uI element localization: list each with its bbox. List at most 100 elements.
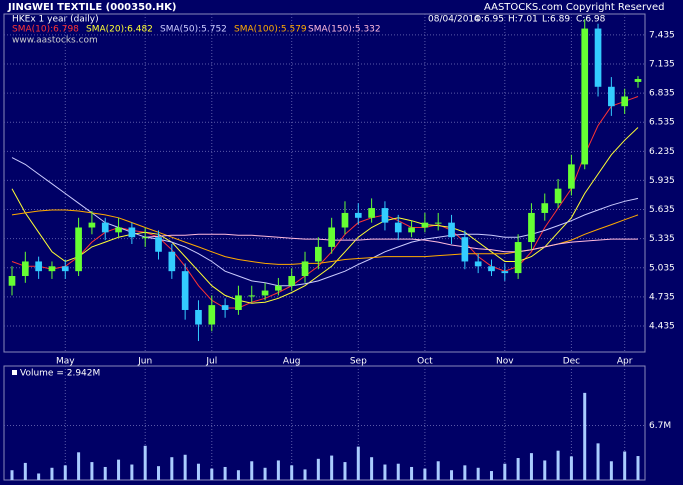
candle-body xyxy=(181,271,189,310)
y-tick-label: 5.935 xyxy=(649,176,675,186)
candle-body xyxy=(235,295,242,310)
candle-body xyxy=(261,290,269,296)
candle-body xyxy=(35,261,42,272)
volume-bar xyxy=(529,453,533,480)
quote-open: O:6.95 xyxy=(474,15,504,25)
x-tick-label: May xyxy=(56,357,75,367)
candle-body xyxy=(488,266,495,272)
volume-legend-swatch xyxy=(12,370,17,375)
sma-line xyxy=(11,157,639,287)
quote-low: L:6.89 xyxy=(542,15,570,25)
candle-body xyxy=(208,305,216,325)
volume-bar xyxy=(343,462,347,480)
candle-body xyxy=(394,222,402,233)
candle-body xyxy=(368,208,375,218)
x-tick-label: Oct xyxy=(417,357,433,367)
volume-bar xyxy=(330,455,334,480)
y-tick-label: 5.035 xyxy=(649,263,675,273)
volume-bar xyxy=(623,451,627,480)
candle-body xyxy=(288,276,296,286)
candle-body xyxy=(421,222,429,228)
candle-body xyxy=(115,227,122,233)
volume-bar xyxy=(157,466,161,480)
volume-bar xyxy=(236,470,240,480)
y-tick-label: 4.735 xyxy=(649,292,675,302)
candle-body xyxy=(275,285,282,291)
candle-body xyxy=(568,164,575,189)
candle-body xyxy=(248,295,256,297)
y-tick-label: 5.335 xyxy=(649,234,675,244)
candle-body xyxy=(141,237,149,239)
volume-bar xyxy=(543,460,547,480)
legend-label: SMA(50):5.752 xyxy=(160,25,227,35)
x-tick-label: Nov xyxy=(496,357,514,367)
candle-body xyxy=(168,251,176,272)
price-panel xyxy=(3,13,646,353)
subtitle: HKEx 1 year (daily) xyxy=(12,15,99,25)
candle-body xyxy=(195,309,202,325)
candle-body xyxy=(8,276,16,286)
candle-body xyxy=(48,266,56,272)
legend-label: SMA(20):6.482 xyxy=(86,25,153,35)
volume-bar xyxy=(210,468,214,480)
x-tick-label: Jun xyxy=(137,357,152,367)
candle-body xyxy=(474,261,482,267)
legend-label: SMA(150):5.332 xyxy=(308,25,381,35)
volume-bar xyxy=(303,469,307,480)
x-tick-label: Aug xyxy=(283,357,301,367)
candle-body xyxy=(341,212,349,228)
volume-bar xyxy=(130,464,134,480)
website: www.aastocks.com xyxy=(12,36,98,46)
y-tick-label: 7.135 xyxy=(649,59,675,69)
y-tick-label: 4.435 xyxy=(649,321,675,331)
candle-body xyxy=(408,227,415,233)
x-tick-label: Sep xyxy=(350,357,367,367)
volume-bar xyxy=(476,467,480,480)
candle-body xyxy=(128,227,136,238)
volume-bar xyxy=(90,462,94,480)
y-tick-label: 6.235 xyxy=(649,147,675,157)
volume-bar xyxy=(63,465,67,480)
volume-bar xyxy=(170,457,174,480)
volume-bar xyxy=(196,463,200,480)
quote-date: 08/04/2014 xyxy=(428,15,480,25)
volume-bar xyxy=(423,468,427,480)
candle-body xyxy=(301,261,309,277)
candle-body xyxy=(514,242,522,274)
candle-body xyxy=(528,212,535,243)
volume-bar xyxy=(463,465,467,480)
volume-bar xyxy=(450,470,454,480)
candle-body xyxy=(634,79,642,82)
volume-bar xyxy=(609,461,613,480)
chart-title: JINGWEI TEXTILE (000350.HK) xyxy=(7,2,176,13)
sma-line xyxy=(11,127,639,304)
candle-body xyxy=(354,212,362,218)
sma-line xyxy=(11,96,639,309)
volume-bar xyxy=(410,466,414,480)
y-tick-label: 7.435 xyxy=(649,30,675,40)
volume-bar xyxy=(23,462,27,480)
candle-body xyxy=(88,222,96,228)
volume-bar xyxy=(556,450,560,480)
candle-body xyxy=(61,266,69,272)
candle-body xyxy=(501,271,509,274)
quote-high: H:7.01 xyxy=(508,15,538,25)
volume-bar xyxy=(290,465,294,480)
candle-body xyxy=(21,261,29,277)
candle-body xyxy=(101,222,109,233)
y-tick-label: 6.535 xyxy=(649,118,675,128)
candle-body xyxy=(554,188,562,204)
volume-bar xyxy=(250,461,254,480)
volume-bar xyxy=(263,467,267,480)
volume-bar xyxy=(143,445,147,480)
volume-bar xyxy=(103,466,107,480)
legend-label: SMA(10):6.798 xyxy=(12,25,79,35)
volume-bar xyxy=(276,460,280,480)
x-tick-label: Jul xyxy=(205,357,217,367)
candle-body xyxy=(221,305,229,310)
legend-label: SMA(100):5.579 xyxy=(234,25,307,35)
volume-bar xyxy=(37,473,41,480)
candle-body xyxy=(381,208,389,223)
